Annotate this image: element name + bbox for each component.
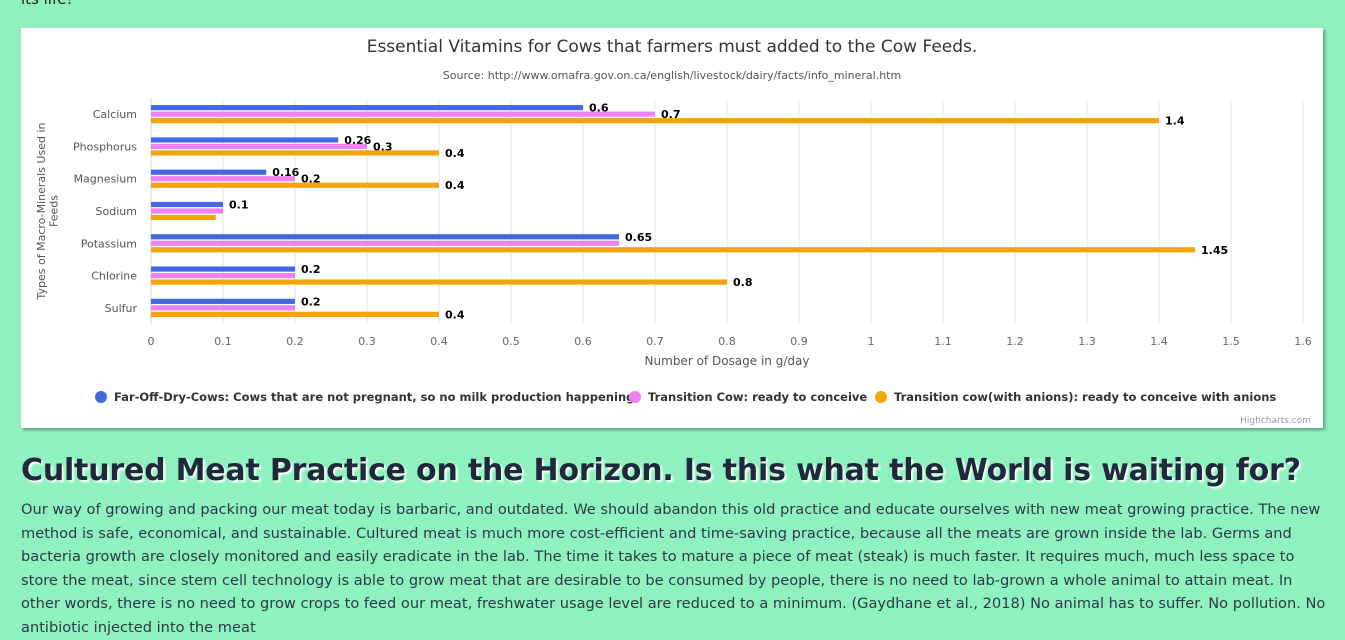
x-tick-label: 1.4	[1150, 335, 1168, 348]
x-tick-label: 1.2	[1006, 335, 1024, 348]
bar-magnesium-series-1	[151, 169, 267, 175]
x-tick-label: 1	[868, 335, 875, 348]
category-label: Calcium	[93, 108, 137, 121]
data-label: 0.4	[445, 179, 465, 192]
legend-marker-series-2	[629, 391, 641, 403]
category-label: Sodium	[96, 205, 137, 218]
data-label: 1.4	[1165, 115, 1185, 128]
data-label: 0.4	[445, 147, 465, 160]
x-tick-label: 1.3	[1078, 335, 1096, 348]
bar-chart: Essential Vitamins for Cows that farmers…	[35, 37, 1312, 426]
top-partial-text: its life!	[21, 0, 73, 8]
x-tick-label: 0.5	[502, 335, 520, 348]
chart-container: Essential Vitamins for Cows that farmers…	[21, 28, 1323, 428]
bar-chlorine-series-2	[151, 272, 295, 279]
category-label: Sulfur	[105, 302, 138, 315]
bar-potassium-series-2	[151, 240, 619, 246]
x-tick-label: 0.4	[430, 335, 448, 348]
bar-sulfur-series-3	[151, 311, 439, 317]
data-label: 1.45	[1201, 244, 1228, 257]
bar-calcium-series-3	[151, 118, 1159, 124]
bar-chlorine-series-3	[151, 279, 727, 285]
chart-subtitle: Source: http://www.omafra.gov.on.ca/engl…	[443, 69, 901, 82]
category-label: Potassium	[81, 237, 137, 250]
category-label: Phosphorus	[73, 140, 137, 153]
chart-credits: Highcharts.com	[1240, 416, 1311, 426]
data-label: 0.4	[445, 308, 465, 321]
x-tick-label: 0.3	[358, 335, 376, 348]
data-label: 0.8	[733, 276, 753, 289]
bar-sulfur-series-1	[151, 298, 295, 304]
bar-potassium-series-1	[151, 234, 619, 240]
article-title: Cultured Meat Practice on the Horizon. I…	[21, 453, 1301, 488]
x-tick-label: 0.7	[646, 335, 664, 348]
x-tick-label: 0.1	[214, 335, 232, 348]
legend-item: Transition Cow: ready to conceive	[648, 390, 867, 404]
data-label: 0.1	[229, 199, 249, 212]
bar-potassium-series-3	[151, 247, 1195, 253]
bar-sodium-series-3	[151, 214, 216, 221]
x-tick-label: 1.5	[1222, 335, 1240, 348]
x-tick-label: 0.9	[790, 335, 808, 348]
bar-sodium-series-1	[151, 201, 223, 208]
x-axis-title: Number of Dosage in g/day	[645, 354, 810, 368]
bar-chlorine-series-1	[151, 266, 295, 272]
bar-calcium-series-1	[151, 105, 583, 111]
legend-marker-series-1	[95, 391, 107, 403]
bar-sulfur-series-2	[151, 305, 295, 311]
x-tick-label: 0.6	[574, 335, 592, 348]
bar-calcium-series-2	[151, 111, 655, 117]
legend-marker-series-3	[875, 391, 887, 403]
legend-item: Transition cow(with anions): ready to co…	[894, 390, 1276, 404]
data-label: 0.2	[301, 295, 321, 308]
chart-title: Essential Vitamins for Cows that farmers…	[367, 37, 978, 57]
legend-item: Far-Off-Dry-Cows: Cows that are not preg…	[114, 390, 634, 404]
bar-phosphorus-series-3	[151, 150, 439, 156]
data-label: 0.2	[301, 263, 321, 276]
bar-magnesium-series-2	[151, 176, 295, 182]
y-axis-title: Types of Macro-Minerals Used inFeeds	[35, 123, 61, 301]
x-tick-label: 1.6	[1294, 335, 1312, 348]
x-tick-label: 0	[148, 335, 155, 348]
data-label: 0.65	[625, 231, 652, 244]
bar-magnesium-series-3	[151, 182, 439, 188]
bar-sodium-series-2	[151, 208, 223, 214]
x-tick-label: 0.2	[286, 335, 304, 348]
category-label: Chlorine	[91, 270, 137, 283]
bar-phosphorus-series-2	[151, 143, 367, 150]
x-tick-label: 0.8	[718, 335, 736, 348]
x-tick-label: 1.1	[934, 335, 952, 348]
article-body: Our way of growing and packing our meat …	[21, 501, 1326, 636]
bar-phosphorus-series-1	[151, 137, 339, 143]
category-label: Magnesium	[74, 173, 137, 186]
